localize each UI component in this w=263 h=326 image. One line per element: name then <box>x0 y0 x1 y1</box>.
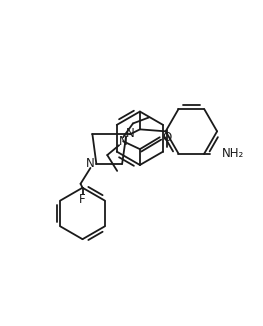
Text: O: O <box>162 131 171 144</box>
Text: N: N <box>86 157 95 170</box>
Text: F: F <box>79 193 86 206</box>
Text: NH₂: NH₂ <box>222 147 244 160</box>
Text: N: N <box>119 135 128 148</box>
Text: N: N <box>126 127 134 140</box>
